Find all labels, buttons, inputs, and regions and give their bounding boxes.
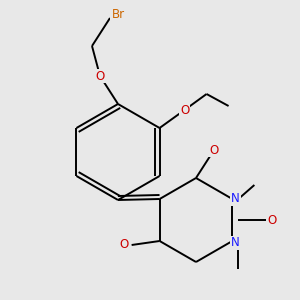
Text: Br: Br xyxy=(111,8,124,20)
Text: O: O xyxy=(209,143,219,157)
Text: O: O xyxy=(180,103,189,116)
Text: N: N xyxy=(231,193,240,206)
Text: O: O xyxy=(95,70,105,83)
Text: N: N xyxy=(231,236,240,250)
Text: O: O xyxy=(119,238,128,251)
Text: O: O xyxy=(267,214,277,226)
